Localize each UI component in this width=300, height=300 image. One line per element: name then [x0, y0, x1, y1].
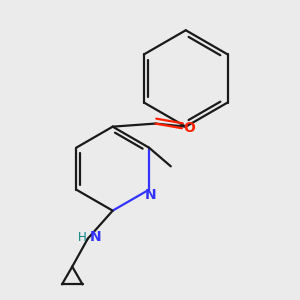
Text: O: O [183, 121, 195, 135]
Text: N: N [89, 230, 101, 244]
Text: H: H [77, 231, 86, 244]
Text: N: N [145, 188, 156, 202]
